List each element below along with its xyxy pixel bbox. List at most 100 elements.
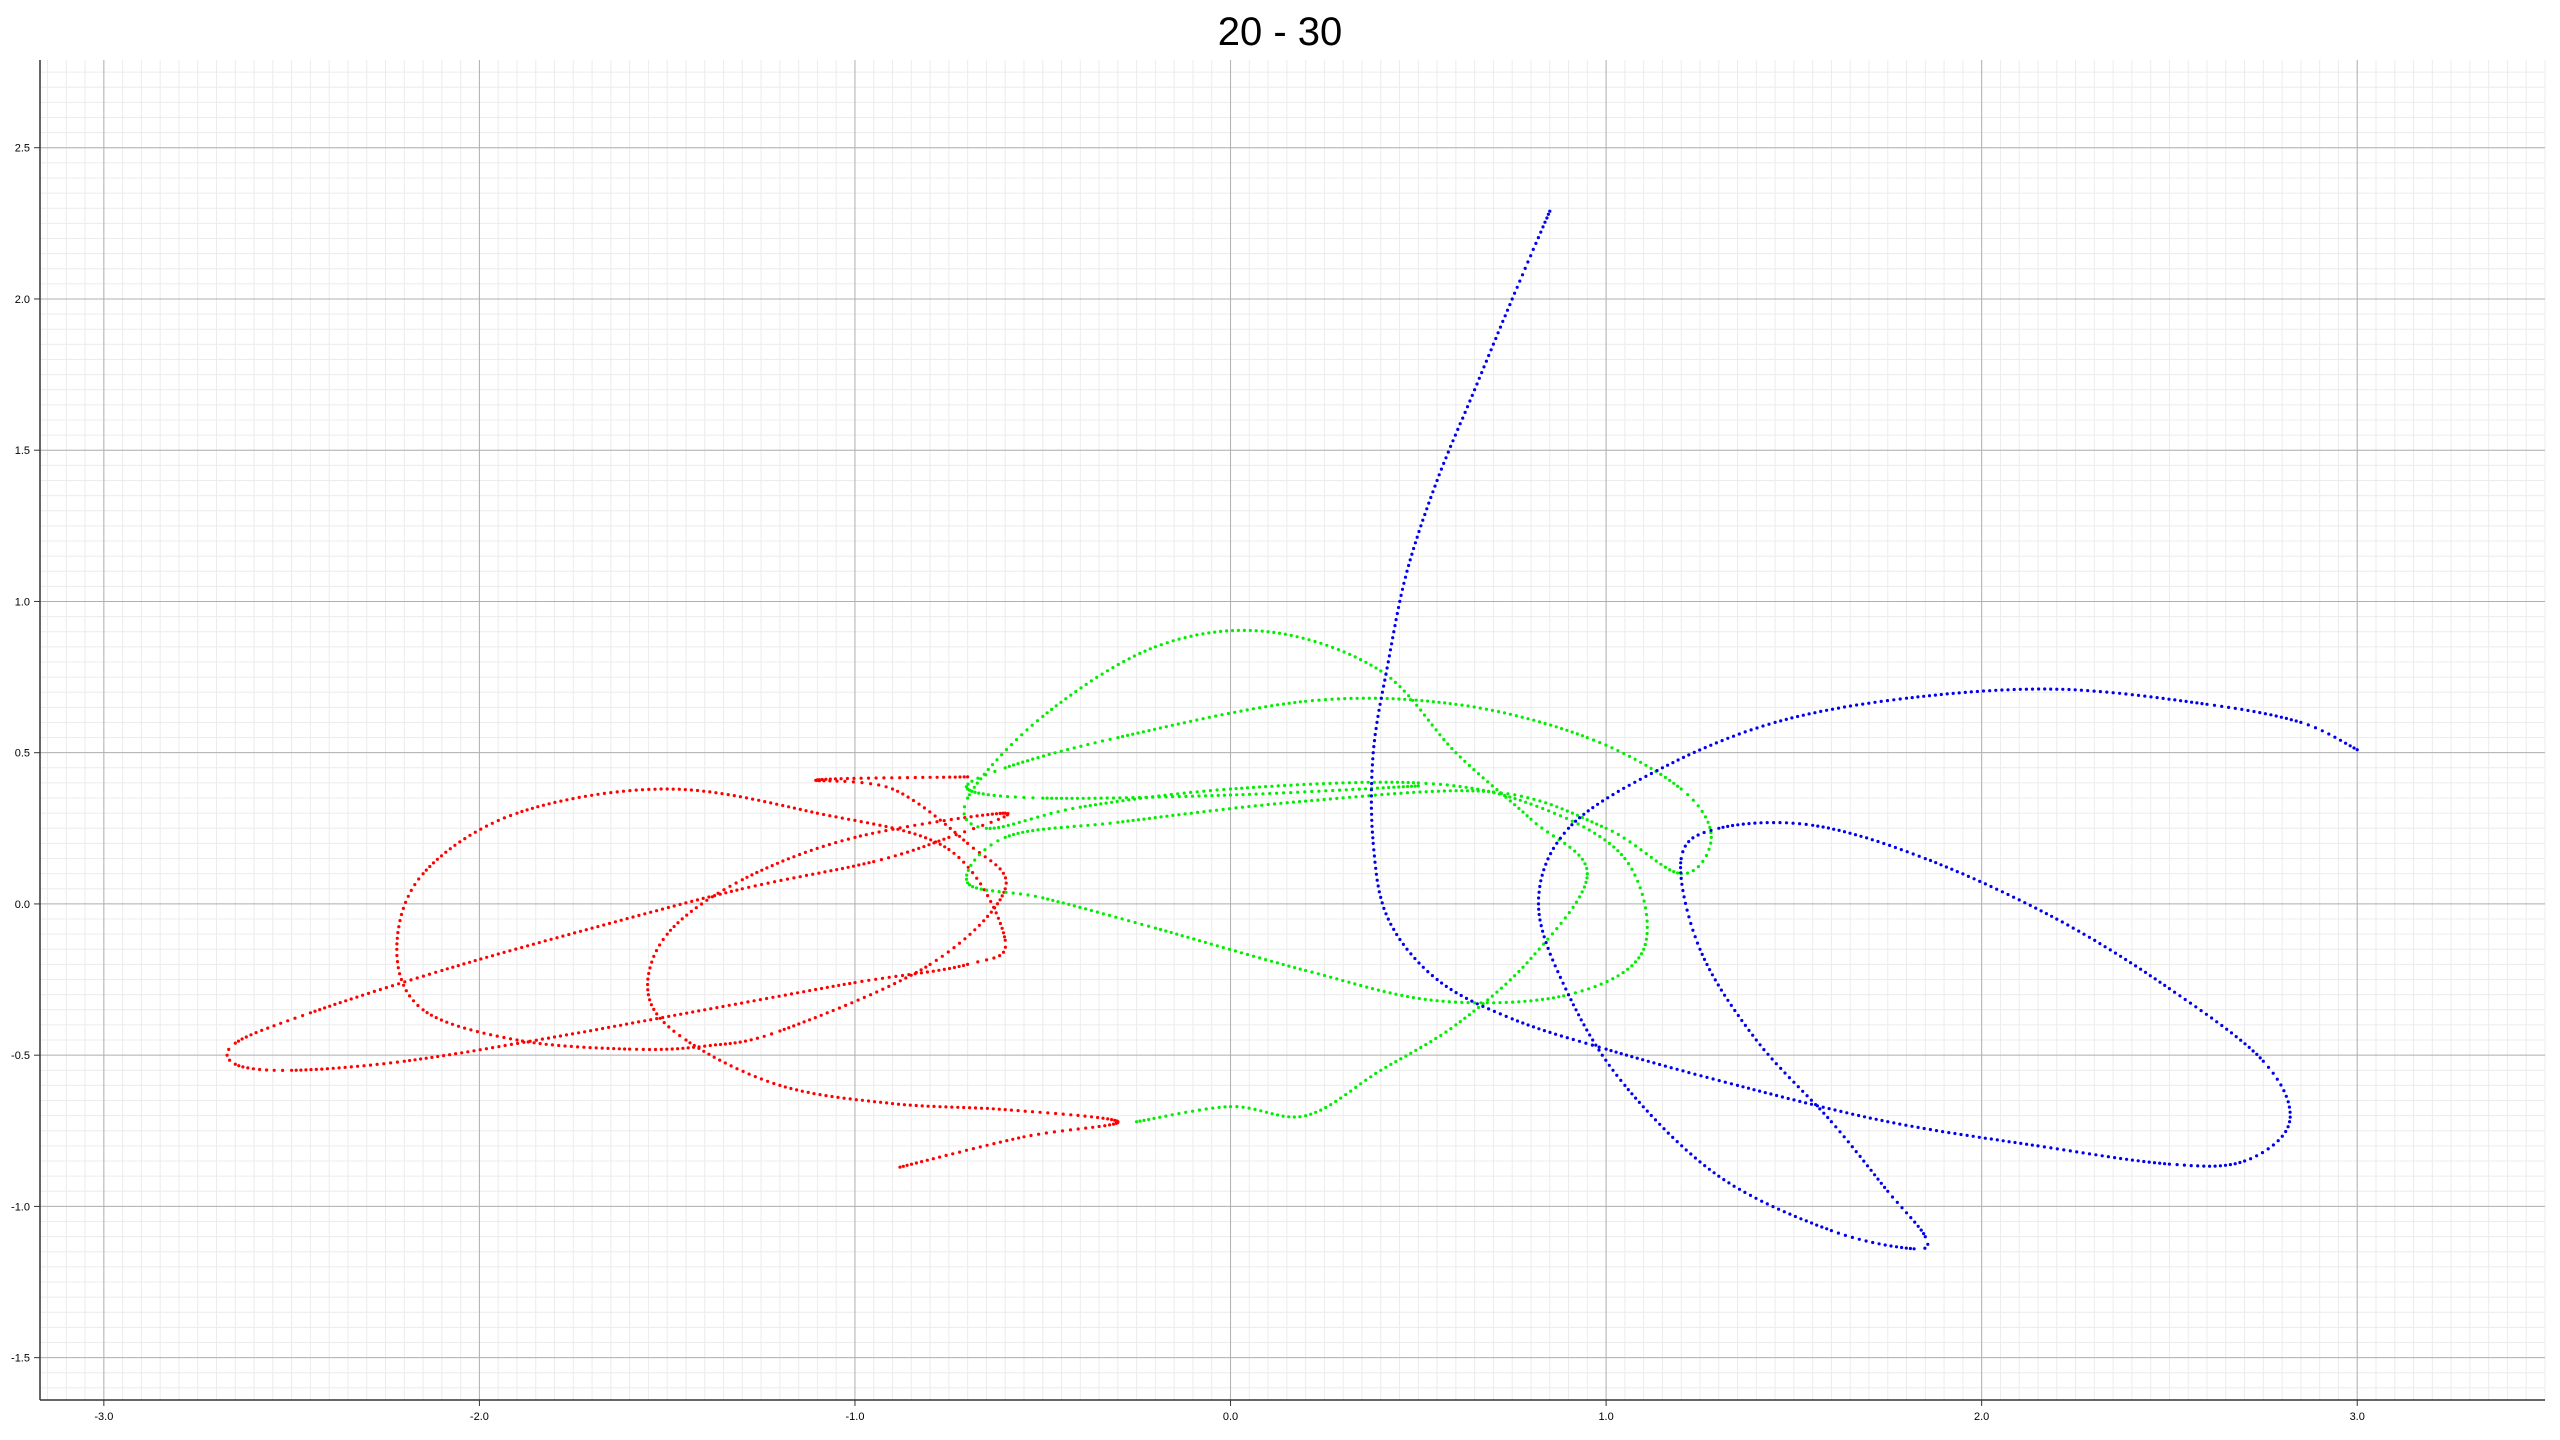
- data-point: [2163, 983, 2167, 988]
- data-point: [1676, 871, 1680, 875]
- data-point: [1645, 925, 1649, 930]
- data-point: [1448, 789, 1452, 793]
- data-point: [1254, 629, 1258, 633]
- data-point: [986, 767, 990, 772]
- data-point: [1922, 694, 1926, 698]
- data-point: [1429, 495, 1433, 500]
- data-point: [1384, 1065, 1388, 1069]
- data-point: [1784, 821, 1789, 825]
- data-point: [996, 916, 1001, 920]
- data-point: [1873, 700, 1877, 704]
- data-point: [617, 1047, 621, 1051]
- data-point: [2049, 1146, 2053, 1150]
- data-point: [526, 1040, 530, 1044]
- data-point: [1792, 1080, 1796, 1084]
- data-point: [1275, 791, 1279, 795]
- data-point: [2269, 713, 2273, 717]
- data-point: [1136, 818, 1140, 822]
- data-point: [538, 1042, 542, 1046]
- data-point: [1116, 820, 1120, 824]
- data-point: [997, 1107, 1001, 1111]
- data-point: [397, 982, 401, 986]
- data-point: [1247, 804, 1251, 809]
- data-point: [1343, 697, 1347, 701]
- data-point: [1036, 828, 1040, 832]
- data-point: [942, 837, 946, 841]
- data-point: [672, 924, 676, 929]
- data-point: [1504, 982, 1508, 986]
- data-point: [2043, 687, 2047, 691]
- data-point: [1272, 802, 1277, 806]
- data-point: [765, 996, 769, 1001]
- data-point: [1517, 806, 1521, 811]
- data-point: [1573, 849, 1577, 853]
- data-point: [1873, 1173, 1877, 1177]
- data-point: [1003, 938, 1007, 942]
- data-point: [1679, 876, 1683, 881]
- data-point: [1036, 815, 1040, 819]
- data-point: [2271, 1143, 2275, 1147]
- data-point: [1611, 793, 1615, 797]
- data-point: [1014, 738, 1019, 742]
- chart-title: 20 - 30: [1218, 10, 1343, 54]
- data-point: [320, 1067, 324, 1071]
- data-point: [953, 830, 957, 835]
- data-point: [1287, 1115, 1291, 1119]
- data-point: [766, 1079, 770, 1083]
- data-point: [718, 892, 722, 896]
- data-point: [1316, 798, 1320, 802]
- data-point: [514, 947, 518, 951]
- data-point: [1177, 637, 1181, 641]
- data-point: [1454, 1023, 1458, 1027]
- data-point: [1644, 937, 1648, 941]
- data-point: [1093, 796, 1097, 800]
- data-point: [966, 775, 970, 779]
- data-point: [1293, 700, 1297, 705]
- data-point: [1394, 992, 1398, 996]
- data-point: [496, 818, 500, 823]
- data-point: [881, 987, 885, 991]
- data-point: [900, 852, 904, 856]
- data-point: [456, 1024, 461, 1028]
- data-point: [1009, 743, 1014, 747]
- data-point: [851, 864, 856, 868]
- data-point: [705, 898, 709, 902]
- data-point: [2229, 1031, 2234, 1035]
- data-point: [590, 926, 594, 930]
- data-point: [1157, 795, 1161, 799]
- data-point: [1064, 697, 1068, 701]
- data-point: [1569, 998, 1573, 1002]
- data-point: [992, 793, 996, 798]
- data-point: [1529, 254, 1533, 258]
- data-point: [2030, 687, 2035, 691]
- data-point: [1510, 1017, 1514, 1021]
- data-point: [1298, 967, 1302, 971]
- data-point: [1197, 1108, 1201, 1112]
- data-point: [1401, 785, 1405, 789]
- data-point: [1223, 1105, 1227, 1109]
- data-point: [1604, 743, 1608, 747]
- data-point: [1386, 917, 1390, 921]
- data-point: [914, 1103, 918, 1108]
- data-point: [1035, 719, 1040, 723]
- data-point: [570, 1032, 575, 1036]
- data-point: [947, 966, 952, 971]
- data-point: [325, 1067, 329, 1071]
- data-point: [1399, 593, 1403, 598]
- y-tick-label: 2.0: [15, 294, 30, 306]
- data-point: [837, 983, 841, 988]
- data-point: [1158, 1115, 1162, 1119]
- data-point: [1810, 1221, 1814, 1225]
- data-point: [557, 1043, 561, 1048]
- data-point: [1377, 708, 1381, 712]
- data-point: [366, 991, 371, 996]
- data-point: [1417, 996, 1421, 1001]
- data-point: [1126, 733, 1130, 738]
- data-point: [1628, 840, 1632, 844]
- data-point: [703, 1008, 707, 1012]
- data-point: [1676, 758, 1680, 762]
- data-point: [688, 1041, 692, 1045]
- data-point: [1804, 822, 1808, 827]
- data-point: [1508, 712, 1512, 716]
- data-point: [969, 815, 973, 819]
